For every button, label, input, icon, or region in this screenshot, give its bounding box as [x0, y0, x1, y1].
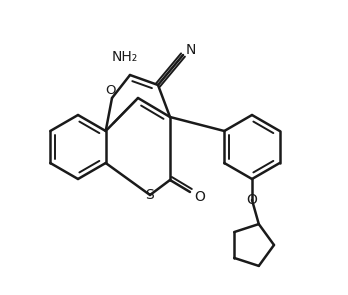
Text: S: S: [145, 188, 155, 202]
Text: O: O: [105, 83, 115, 96]
Text: N: N: [186, 43, 196, 57]
Text: NH₂: NH₂: [112, 50, 138, 64]
Text: O: O: [195, 190, 205, 204]
Text: O: O: [247, 193, 258, 207]
